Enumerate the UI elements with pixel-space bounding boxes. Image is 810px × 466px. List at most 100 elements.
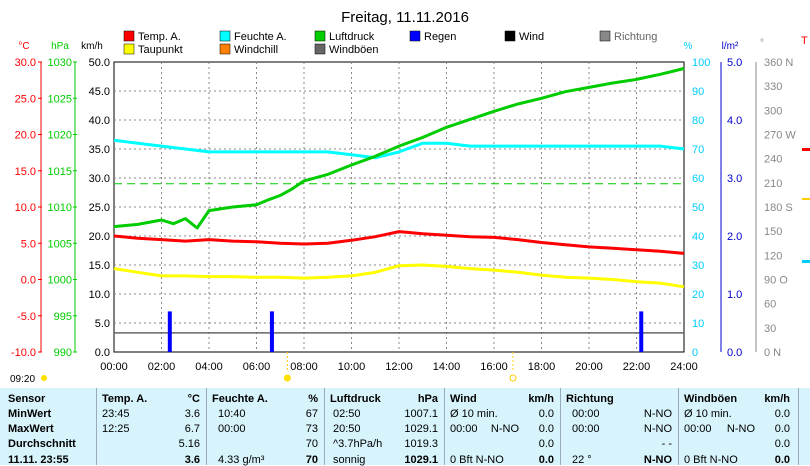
y-tick-label: 0.0 — [95, 347, 110, 359]
y-tick-label: 10.0 — [89, 289, 110, 301]
y-tick-label: 3.0 — [727, 173, 742, 185]
table-cell: 20:50 — [333, 423, 361, 435]
rain-bar — [167, 311, 172, 352]
legend-swatch — [409, 30, 421, 42]
table-header: Wind — [450, 393, 477, 405]
legend-label: Regen — [424, 31, 456, 43]
y-tick-label: 90 O — [764, 275, 788, 287]
legend-swatch — [314, 30, 326, 42]
y-tick-label: 60 — [692, 173, 704, 185]
table-value: 70 — [305, 438, 318, 450]
y-tick-label: 0 — [692, 347, 698, 359]
table-value: 73 — [305, 423, 318, 435]
x-tick-label: 08:00 — [290, 361, 318, 373]
y-tick-label: 120 — [764, 250, 782, 262]
table-value: 0.0 — [774, 454, 790, 466]
x-tick-label: 06:00 — [243, 361, 271, 373]
table-value: 6.7 — [184, 423, 200, 435]
y-tick-label: 20.0 — [89, 231, 110, 243]
table-cell: 00:00 — [572, 408, 600, 420]
legend: Temp. A. Feuchte A. Luftdruck Regen Wind Rich… — [123, 30, 657, 56]
table-value: 3.6 — [184, 454, 200, 466]
table-value: 0.0 — [538, 438, 554, 450]
table-cell: 12:25 — [102, 423, 130, 435]
y-tick-label: 10 — [692, 318, 704, 330]
sunset-icon — [509, 374, 517, 382]
table-row-label: Durchschnitt — [8, 438, 76, 450]
axis-unit-label: km/h — [81, 41, 103, 52]
table-cell: N-NO — [726, 423, 755, 435]
x-tick-label: 00:00 — [100, 361, 128, 373]
y-tick-label: 30 — [764, 323, 776, 335]
table-value: 0.0 — [774, 438, 790, 450]
weather-chart: Freitag, 11.11.2016 Temp. A. Feuchte A. Lu… — [10, 9, 810, 385]
table-row-label: MaxWert — [8, 423, 54, 435]
x-tick-label: 22:00 — [623, 361, 651, 373]
legend-swatch — [123, 43, 135, 55]
y-tick-label: 25.0 — [15, 93, 36, 105]
y-tick-label: 1.0 — [727, 289, 742, 301]
table-value: 0.0 — [774, 408, 790, 420]
table-value: N-NO — [643, 454, 672, 466]
table-cell: Ø 10 min. — [684, 408, 732, 420]
y-tick-label: 1020 — [48, 130, 72, 142]
table-value: 3.6 — [184, 408, 200, 420]
table-cell: 4.33 g/m³ — [218, 454, 265, 466]
y-tick-label: 50 — [692, 202, 704, 214]
legend-swatch — [504, 30, 516, 42]
table-row-label: Sensor — [8, 393, 46, 405]
legend-label: Wind — [519, 31, 544, 43]
legend-swatch — [219, 43, 231, 55]
legend-swatch — [599, 30, 611, 42]
table-cell: 0 Bft N-NO — [450, 454, 504, 466]
table-header: Feuchte A. — [212, 393, 268, 405]
legend-label: Taupunkt — [138, 44, 183, 56]
axis-headers: °C hPa km/h% l/m² ° T — [18, 35, 808, 52]
y-tick-label: 0 N — [764, 347, 781, 359]
table-unit: km/h — [764, 393, 790, 405]
y-tick-label: 70 — [692, 144, 704, 156]
table-value: 1029.1 — [404, 454, 438, 466]
table-cell: 02:50 — [333, 408, 361, 420]
y-tick-label: 100 — [692, 57, 710, 69]
y-tick-label: 80 — [692, 115, 704, 127]
table-cell: 23:45 — [102, 408, 130, 420]
table-cell: N-NO — [490, 423, 519, 435]
y-tick-label: 20 — [692, 289, 704, 301]
y-tick-label: 240 — [764, 154, 782, 166]
y-tick-label: 0.0 — [727, 347, 742, 359]
table-header: Windböen — [684, 393, 738, 405]
y-tick-label: 1030 — [48, 57, 72, 69]
legend-swatch — [314, 43, 326, 55]
table-value: 5.16 — [178, 438, 200, 450]
table-value: 0.0 — [774, 423, 790, 435]
y-tick-label: 1000 — [48, 275, 72, 287]
sun-marker-icon — [41, 375, 47, 381]
y-tick-label: 1005 — [48, 238, 72, 250]
x-tick-labels: 00:00 02:00 04:00 06:00 08:00 10:00 12:00 14:00… — [100, 361, 698, 373]
table-value: N-NO — [643, 423, 672, 435]
y-tick-label: 1015 — [48, 166, 72, 178]
y-tick-labels: 30.025.020.015.010.05.00.0-5.0-10.010301… — [11, 57, 796, 359]
y-tick-label: 15.0 — [89, 260, 110, 272]
table-cell: sonnig — [333, 454, 366, 466]
legend-label: Richtung — [614, 31, 657, 43]
y-tick-label: 2.0 — [727, 231, 742, 243]
table-cell: ^3.7hPa/h — [333, 438, 383, 450]
y-tick-label: 15.0 — [15, 166, 36, 178]
x-tick-label: 04:00 — [195, 361, 223, 373]
y-tick-label: 330 — [764, 81, 782, 93]
statistics-table: Sensor MinWert MaxWert Durchschnitt 11.11. 2… — [0, 388, 810, 466]
table-cell: 00:00 — [572, 423, 600, 435]
table-row-label: 11.11. 23:55 — [8, 454, 69, 466]
x-tick-label: 14:00 — [433, 361, 461, 373]
axis-unit-label: ° — [760, 38, 764, 49]
table-value: - - — [661, 438, 672, 450]
y-tick-label: 5.0 — [95, 318, 110, 330]
y-tick-label: 30 — [692, 260, 704, 272]
table-value: 67 — [305, 408, 318, 420]
table-cell: 10:40 — [218, 408, 246, 420]
table-value: 1007.1 — [404, 408, 438, 420]
table-cell: 00:00 — [218, 423, 246, 435]
y-tick-label: 300 — [764, 105, 782, 117]
